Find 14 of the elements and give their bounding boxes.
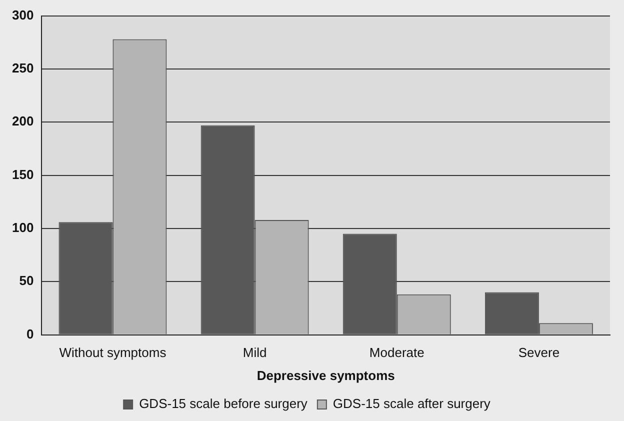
y-tick-label: 100	[12, 220, 34, 236]
y-tick-label: 0	[26, 326, 34, 342]
legend-label: GDS-15 scale before surgery	[139, 396, 308, 412]
y-tick-label: 300	[12, 7, 34, 22]
legend-label: GDS-15 scale after surgery	[332, 396, 491, 412]
y-tick-label: 150	[12, 166, 34, 182]
x-tick-label: Without symptoms	[59, 345, 167, 360]
x-tick-label: Severe	[518, 345, 560, 360]
x-axis-title: Depressive symptoms	[256, 368, 395, 383]
x-tick-label: Mild	[242, 345, 267, 360]
x-tick-label: Moderate	[369, 345, 424, 360]
y-tick-label: 250	[12, 60, 34, 76]
y-tick-label: 50	[19, 273, 34, 288]
y-tick-label: 200	[12, 114, 34, 129]
